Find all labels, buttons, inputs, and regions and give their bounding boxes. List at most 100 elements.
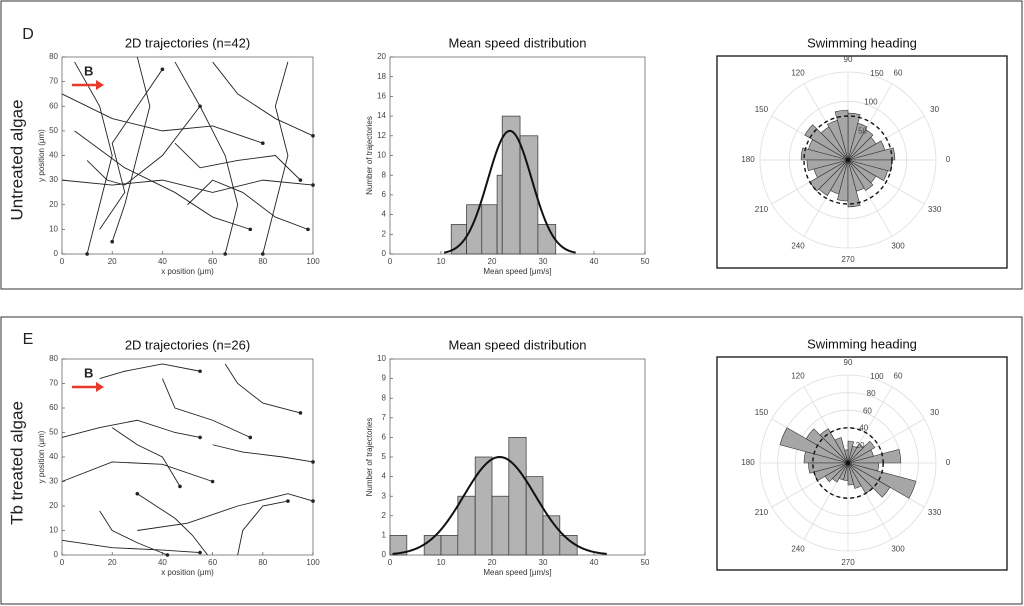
- y-tick-label: 6: [382, 190, 387, 199]
- trajectory: [212, 444, 314, 463]
- x-tick-label: 80: [258, 558, 267, 567]
- panel-label: D: [22, 26, 34, 43]
- trajectory: [74, 61, 113, 255]
- rose-bar: [847, 140, 886, 161]
- trajectory: [61, 179, 314, 193]
- x-tick-label: 50: [641, 558, 650, 567]
- trajectory: [262, 61, 289, 255]
- trajectory: [61, 539, 201, 553]
- trajectory: [187, 179, 309, 230]
- y-axis-label: y position (μm): [37, 129, 46, 182]
- theta-tick-label: 180: [741, 155, 755, 164]
- trajectory: [174, 61, 239, 255]
- y-tick-label: 0: [382, 550, 387, 559]
- trajectory-end: [298, 178, 303, 182]
- theta-tick-label: 0: [946, 458, 951, 467]
- trajectory: [74, 130, 251, 230]
- annotation-arrowhead: [96, 382, 104, 392]
- bar: [496, 174, 503, 255]
- theta-tick-label: 0: [946, 155, 951, 164]
- trajectory: [111, 427, 181, 487]
- theta-tick-label: 210: [755, 205, 769, 214]
- theta-tick-label: 30: [930, 105, 939, 114]
- y-tick-label: 8: [382, 170, 387, 179]
- y-tick-label: 80: [49, 354, 58, 363]
- y-tick-label: 7: [382, 413, 387, 422]
- chart-title: Mean speed distribution: [448, 35, 586, 50]
- x-tick-label: 80: [258, 257, 267, 266]
- trajectory-end: [311, 460, 315, 464]
- trajectory-end: [261, 252, 265, 256]
- trajectory-end: [306, 227, 310, 232]
- x-tick-label: 0: [388, 257, 393, 266]
- y-tick-label: 12: [377, 131, 386, 140]
- y-tick-label: 30: [49, 175, 58, 184]
- theta-tick-label: 210: [755, 508, 769, 517]
- y-tick-label: 5: [382, 452, 387, 461]
- y-tick-label: 16: [377, 92, 386, 101]
- rose-bar: [832, 462, 849, 483]
- rose-bar: [800, 147, 849, 161]
- trajectory-end: [248, 435, 253, 440]
- fit-curve: [443, 129, 576, 254]
- rose-bar: [847, 462, 917, 499]
- panel-frame: [0, 0, 1023, 290]
- trajectory-end: [85, 252, 89, 256]
- y-tick-label: 1: [382, 531, 387, 540]
- y-tick-label: 20: [49, 200, 58, 209]
- y-tick-label: 9: [382, 374, 387, 383]
- row-label: Untreated algae: [7, 100, 26, 221]
- y-axis-label: Number of trajectories: [365, 418, 374, 497]
- x-tick-label: 10: [437, 257, 446, 266]
- rose-bar: [847, 443, 864, 464]
- rose-bar: [818, 159, 849, 196]
- y-tick-label: 2: [382, 511, 387, 520]
- x-tick-label: 40: [158, 257, 167, 266]
- theta-tick-label: 270: [841, 255, 855, 264]
- fit-curve: [392, 455, 607, 555]
- x-axis-label: Mean speed [μm/s]: [483, 267, 551, 276]
- panel-label: E: [23, 331, 34, 348]
- panel-frame: [0, 316, 1023, 605]
- y-tick-label: 10: [377, 151, 386, 160]
- r-tick-label: 20: [856, 441, 865, 450]
- rose-bar: [847, 440, 855, 464]
- y-tick-label: 20: [377, 52, 386, 61]
- bar: [389, 535, 408, 556]
- trajectory: [61, 461, 213, 482]
- x-tick-label: 10: [437, 558, 446, 567]
- x-axis-label: x position (μm): [161, 267, 214, 276]
- trajectory-end: [286, 499, 290, 503]
- rose-bar: [847, 462, 880, 472]
- theta-tick-label: 60: [894, 372, 903, 381]
- x-tick-label: 50: [641, 257, 650, 266]
- theta-tick-label: 150: [755, 105, 769, 114]
- x-tick-label: 100: [306, 257, 320, 266]
- y-tick-label: 6: [382, 433, 387, 442]
- y-tick-label: 8: [382, 393, 387, 402]
- y-tick-label: 50: [49, 428, 58, 437]
- y-tick-label: 10: [49, 526, 58, 535]
- annotation: B: [84, 365, 93, 380]
- x-tick-label: 30: [539, 558, 548, 567]
- trajectory: [61, 93, 263, 144]
- trajectory-end: [198, 435, 202, 440]
- trajectory-end: [135, 491, 140, 496]
- theta-tick-label: 120: [791, 372, 805, 381]
- r-tick-label: 40: [859, 424, 868, 433]
- trajectory-end: [198, 104, 202, 109]
- r-tick-label: 150: [870, 69, 884, 78]
- theta-tick-label: 30: [930, 408, 939, 417]
- y-tick-label: 0: [54, 550, 59, 559]
- theta-tick-label: 60: [894, 69, 903, 78]
- y-tick-label: 30: [49, 477, 58, 486]
- y-tick-label: 40: [49, 151, 58, 160]
- trajectory: [137, 493, 208, 556]
- center-dot: [846, 158, 850, 162]
- x-tick-label: 40: [590, 558, 599, 567]
- theta-tick-label: 240: [791, 242, 805, 251]
- r-tick-label: 100: [864, 98, 878, 107]
- trajectory: [86, 105, 201, 186]
- y-tick-label: 0: [382, 249, 387, 258]
- theta-tick-label: 300: [891, 242, 905, 251]
